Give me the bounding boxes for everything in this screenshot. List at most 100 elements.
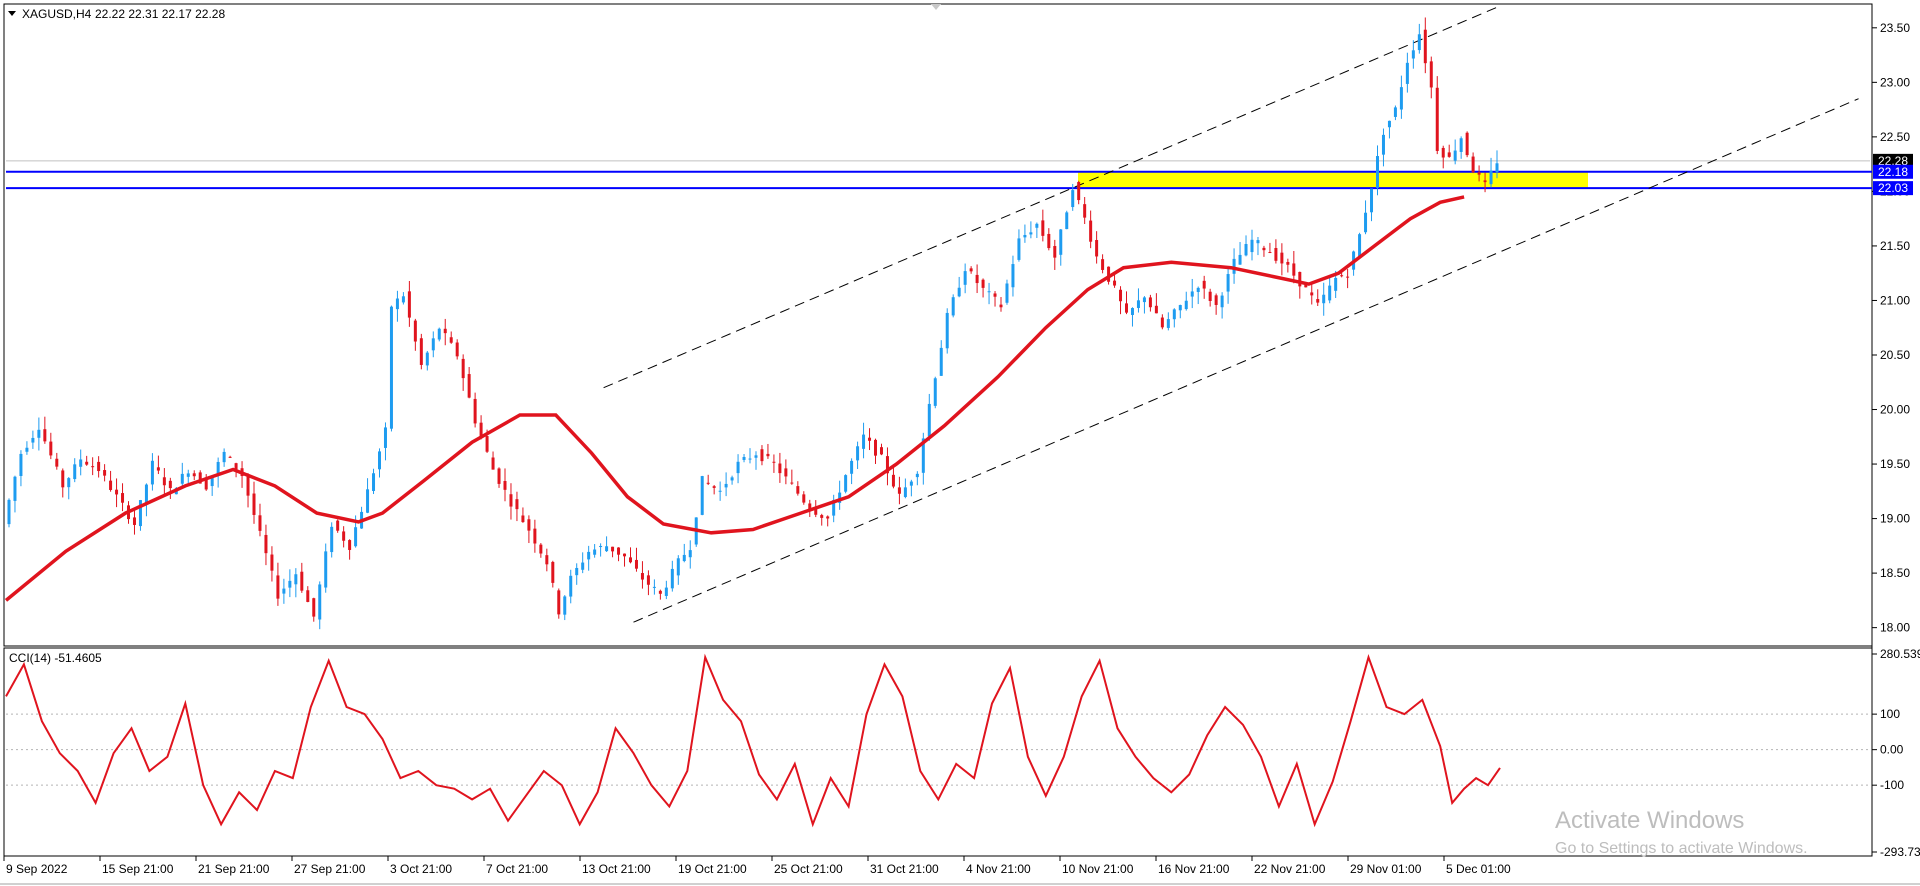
candle-body <box>1381 134 1385 155</box>
candle-body <box>1280 252 1284 264</box>
time-tick-label: 4 Nov 21:00 <box>966 862 1031 876</box>
candle-body <box>97 461 101 472</box>
candle <box>109 470 113 492</box>
candle-body <box>945 312 949 349</box>
candle <box>1017 229 1021 262</box>
candle <box>336 519 340 533</box>
candle <box>1495 150 1499 179</box>
candle-body <box>1393 107 1397 117</box>
price-tick-label: 20.50 <box>1880 348 1910 362</box>
candle-body <box>503 480 507 490</box>
time-tick-label: 27 Sep 21:00 <box>294 862 366 876</box>
candle <box>1370 188 1374 222</box>
collapse-triangle-icon[interactable] <box>8 11 16 16</box>
candle <box>1435 76 1439 155</box>
candle-body <box>754 455 758 458</box>
candle-body <box>473 398 477 424</box>
candle-body <box>1304 284 1308 288</box>
candle-body <box>7 499 11 525</box>
candle-body <box>186 473 190 477</box>
candle-body <box>844 475 848 492</box>
candle <box>784 459 788 485</box>
candle <box>670 560 674 592</box>
candle-body <box>1292 263 1296 276</box>
candle <box>939 340 943 376</box>
candle <box>539 543 543 558</box>
candle-body <box>1041 220 1045 236</box>
cci-label: CCI(14) -51.4605 <box>9 651 102 665</box>
candle <box>1148 294 1152 312</box>
candle-body <box>879 447 883 455</box>
candle-body <box>1053 246 1057 258</box>
candle-body <box>1435 87 1439 151</box>
trend-channel[interactable] <box>603 5 1859 623</box>
candle-body <box>730 477 734 481</box>
candle <box>55 452 59 470</box>
candle-body <box>401 296 405 303</box>
candle <box>61 468 65 498</box>
candle-body <box>921 438 925 473</box>
level-lines <box>6 160 1872 190</box>
candle <box>993 291 997 307</box>
candle-body <box>1375 156 1379 188</box>
candle-body <box>1184 300 1188 310</box>
candle <box>288 569 292 598</box>
candle-body <box>874 439 878 456</box>
candle <box>951 294 955 318</box>
candle <box>395 290 399 322</box>
activate-windows-title: Activate Windows <box>1555 807 1744 834</box>
candle-body <box>1113 280 1117 286</box>
candle <box>1190 278 1194 309</box>
candle-body <box>850 460 854 474</box>
candle-body <box>288 580 292 588</box>
candle <box>1142 296 1146 314</box>
candle <box>658 589 662 600</box>
candle-body <box>1489 170 1493 185</box>
candle-body <box>1178 305 1182 311</box>
cci-pane[interactable] <box>3 647 1873 857</box>
candle-body <box>856 446 860 461</box>
candle-body <box>1172 309 1176 320</box>
price-tick-label: 23.50 <box>1880 21 1910 35</box>
candle <box>527 515 531 544</box>
candle-body <box>1471 156 1475 173</box>
candle <box>1083 197 1087 225</box>
candle <box>1387 120 1391 139</box>
candle <box>330 522 334 558</box>
candle <box>7 498 11 528</box>
candle-body <box>605 546 609 552</box>
candle-body <box>1322 294 1326 304</box>
candle-body <box>61 470 65 488</box>
candle <box>419 333 423 370</box>
candle <box>1465 131 1469 158</box>
candle <box>1280 243 1284 276</box>
candle-body <box>419 338 423 365</box>
candle <box>204 474 208 491</box>
candle <box>1047 228 1051 251</box>
candle <box>933 376 937 409</box>
candle <box>1136 288 1140 313</box>
candle <box>1405 52 1409 93</box>
price-pane[interactable] <box>3 3 1873 647</box>
cci-axis[interactable]: 280.539 100 0.00 -100 -293.733 <box>1872 647 1920 859</box>
candle <box>1328 275 1332 304</box>
candle <box>790 469 794 485</box>
candle <box>802 491 806 505</box>
candle <box>1286 258 1290 273</box>
candle-body <box>1202 280 1206 289</box>
candle <box>13 475 17 513</box>
candle <box>300 562 304 593</box>
candle <box>1160 314 1164 330</box>
candle-body <box>85 461 89 465</box>
candle <box>37 417 41 451</box>
candle-body <box>437 328 441 340</box>
candle-body <box>575 567 579 576</box>
candle <box>1292 250 1296 284</box>
scroll-marker-icon[interactable] <box>931 4 941 10</box>
candle-body <box>73 464 77 480</box>
candle-body <box>670 568 674 589</box>
candle-body <box>1017 238 1021 260</box>
time-axis[interactable]: 9 Sep 2022 15 Sep 21:00 21 Sep 21:00 27 Sep… <box>3 856 1511 876</box>
price-axis[interactable]: 23.5023.0022.5022.0021.5021.0020.5020.00… <box>1872 21 1910 635</box>
